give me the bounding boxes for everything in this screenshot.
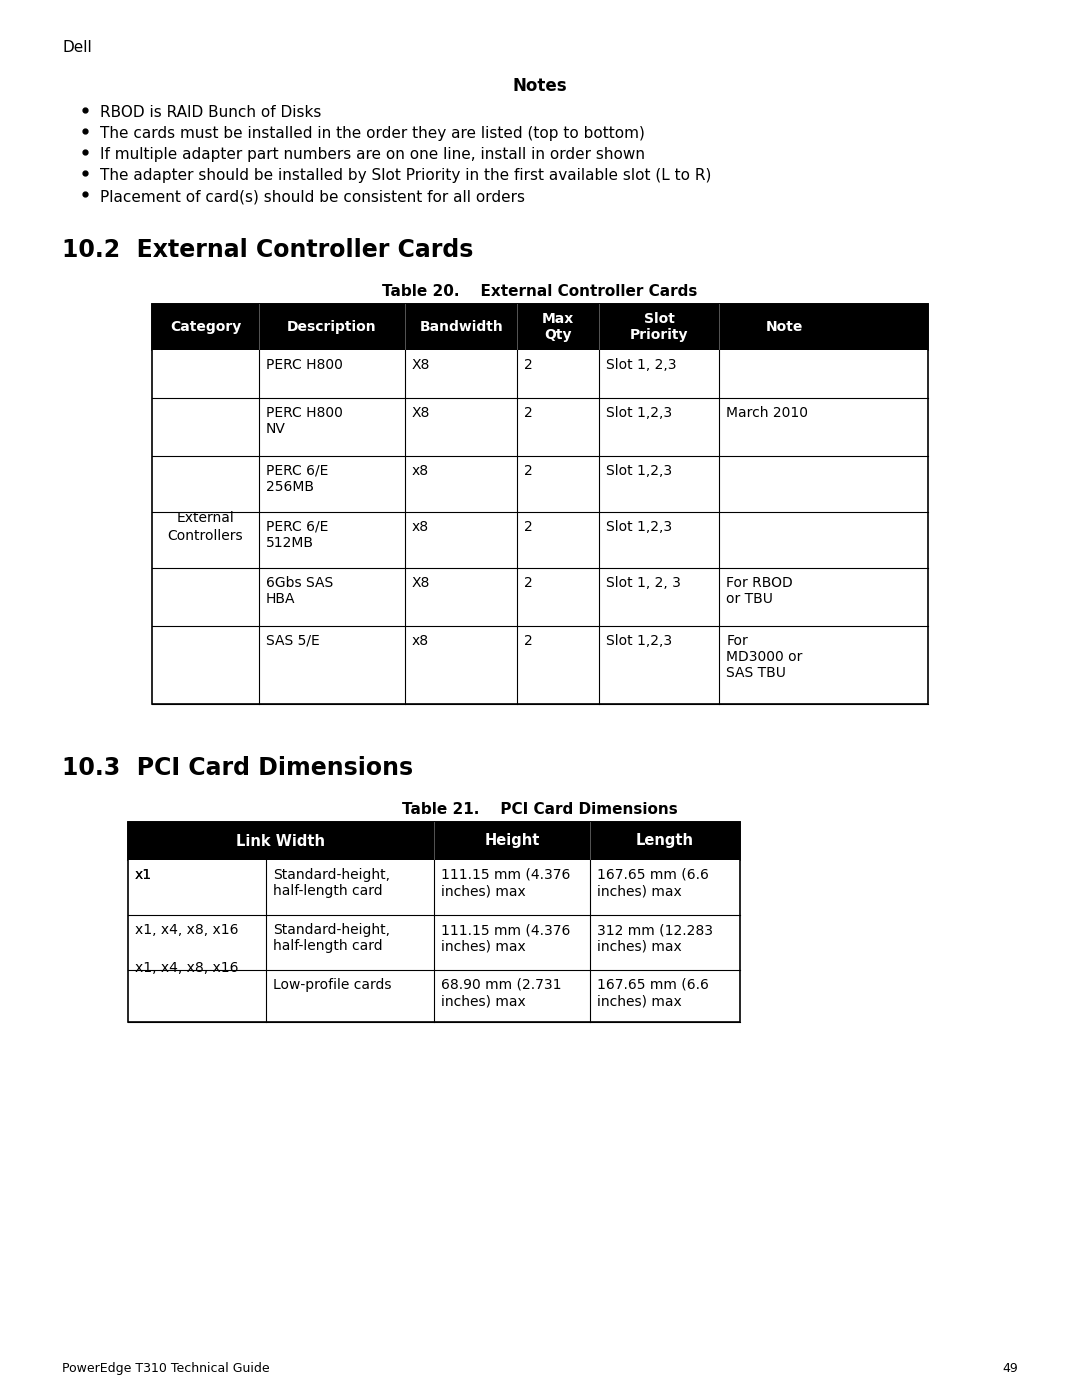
Text: x8: x8: [411, 634, 429, 648]
Bar: [152, 305, 928, 351]
Text: Slot 1,2,3: Slot 1,2,3: [606, 634, 672, 648]
Bar: [129, 821, 740, 861]
Text: x1, x4, x8, x16: x1, x4, x8, x16: [135, 923, 239, 937]
Text: Slot 1,2,3: Slot 1,2,3: [606, 407, 672, 420]
Text: x1: x1: [135, 868, 152, 882]
Text: March 2010: March 2010: [726, 407, 808, 420]
Text: Slot 1,2,3: Slot 1,2,3: [606, 520, 672, 534]
Text: Slot 1, 2, 3: Slot 1, 2, 3: [606, 576, 680, 590]
Text: 111.15 mm (4.376
inches) max: 111.15 mm (4.376 inches) max: [441, 868, 570, 898]
Text: X8: X8: [411, 358, 430, 372]
Text: PERC 6/E
256MB: PERC 6/E 256MB: [266, 464, 328, 495]
Text: Placement of card(s) should be consistent for all orders: Placement of card(s) should be consisten…: [100, 189, 525, 204]
Bar: [152, 398, 928, 455]
Text: X8: X8: [411, 576, 430, 590]
Text: x8: x8: [411, 464, 429, 478]
Text: 111.15 mm (4.376
inches) max: 111.15 mm (4.376 inches) max: [441, 923, 570, 953]
Text: Slot 1, 2,3: Slot 1, 2,3: [606, 358, 676, 372]
Text: 167.65 mm (6.6
inches) max: 167.65 mm (6.6 inches) max: [597, 868, 708, 898]
Text: Table 21.    PCI Card Dimensions: Table 21. PCI Card Dimensions: [402, 802, 678, 817]
Bar: [129, 970, 740, 1023]
Text: Standard-height,
half-length card: Standard-height, half-length card: [273, 923, 390, 953]
Text: 2: 2: [525, 576, 534, 590]
Text: Table 20.    External Controller Cards: Table 20. External Controller Cards: [382, 284, 698, 299]
Bar: [129, 821, 740, 1023]
Bar: [129, 915, 740, 970]
Text: For
MD3000 or
SAS TBU: For MD3000 or SAS TBU: [726, 634, 802, 680]
Bar: [152, 511, 928, 569]
Text: Note: Note: [766, 320, 804, 334]
Text: x8: x8: [411, 520, 429, 534]
Text: 167.65 mm (6.6
inches) max: 167.65 mm (6.6 inches) max: [597, 978, 708, 1009]
Text: SAS 5/E: SAS 5/E: [266, 634, 320, 648]
Text: 49: 49: [1002, 1362, 1018, 1375]
Text: 10.3  PCI Card Dimensions: 10.3 PCI Card Dimensions: [62, 756, 414, 780]
Bar: [152, 455, 928, 511]
Text: PERC 6/E
512MB: PERC 6/E 512MB: [266, 520, 328, 550]
Text: Slot 1,2,3: Slot 1,2,3: [606, 464, 672, 478]
Text: The cards must be installed in the order they are listed (top to bottom): The cards must be installed in the order…: [100, 126, 645, 141]
Bar: [152, 626, 928, 704]
Text: Max
Qty: Max Qty: [542, 312, 575, 342]
Text: PERC H800
NV: PERC H800 NV: [266, 407, 343, 436]
Text: 2: 2: [525, 407, 534, 420]
Text: RBOD is RAID Bunch of Disks: RBOD is RAID Bunch of Disks: [100, 105, 322, 120]
Text: Link Width: Link Width: [237, 834, 325, 848]
Text: 2: 2: [525, 358, 534, 372]
Text: For RBOD
or TBU: For RBOD or TBU: [726, 576, 793, 606]
Text: x1, x4, x8, x16: x1, x4, x8, x16: [135, 961, 239, 975]
Text: Low-profile cards: Low-profile cards: [273, 978, 391, 992]
Text: X8: X8: [411, 407, 430, 420]
Bar: [152, 569, 928, 626]
Text: Standard-height,
half-length card: Standard-height, half-length card: [273, 868, 390, 898]
Text: Description: Description: [287, 320, 377, 334]
Text: Dell: Dell: [62, 41, 92, 54]
Text: Category: Category: [170, 320, 241, 334]
Bar: [129, 861, 740, 915]
Text: 68.90 mm (2.731
inches) max: 68.90 mm (2.731 inches) max: [441, 978, 562, 1009]
Bar: [152, 351, 928, 398]
Text: If multiple adapter part numbers are on one line, install in order shown: If multiple adapter part numbers are on …: [100, 147, 645, 162]
Text: Height: Height: [484, 834, 540, 848]
Text: PERC H800: PERC H800: [266, 358, 343, 372]
Text: Notes: Notes: [513, 77, 567, 95]
Bar: [152, 305, 928, 704]
Text: 312 mm (12.283
inches) max: 312 mm (12.283 inches) max: [597, 923, 713, 953]
Text: PowerEdge T310 Technical Guide: PowerEdge T310 Technical Guide: [62, 1362, 270, 1375]
Text: 2: 2: [525, 520, 534, 534]
Text: 2: 2: [525, 634, 534, 648]
Text: The adapter should be installed by Slot Priority in the first available slot (L : The adapter should be installed by Slot …: [100, 168, 712, 183]
Text: Slot
Priority: Slot Priority: [630, 312, 688, 342]
Text: 10.2  External Controller Cards: 10.2 External Controller Cards: [62, 237, 473, 263]
Text: 6Gbs SAS
HBA: 6Gbs SAS HBA: [266, 576, 334, 606]
Text: External
Controllers: External Controllers: [167, 511, 243, 542]
Text: Bandwidth: Bandwidth: [419, 320, 503, 334]
Text: Length: Length: [636, 834, 694, 848]
Text: 2: 2: [525, 464, 534, 478]
Text: x1: x1: [135, 868, 152, 882]
